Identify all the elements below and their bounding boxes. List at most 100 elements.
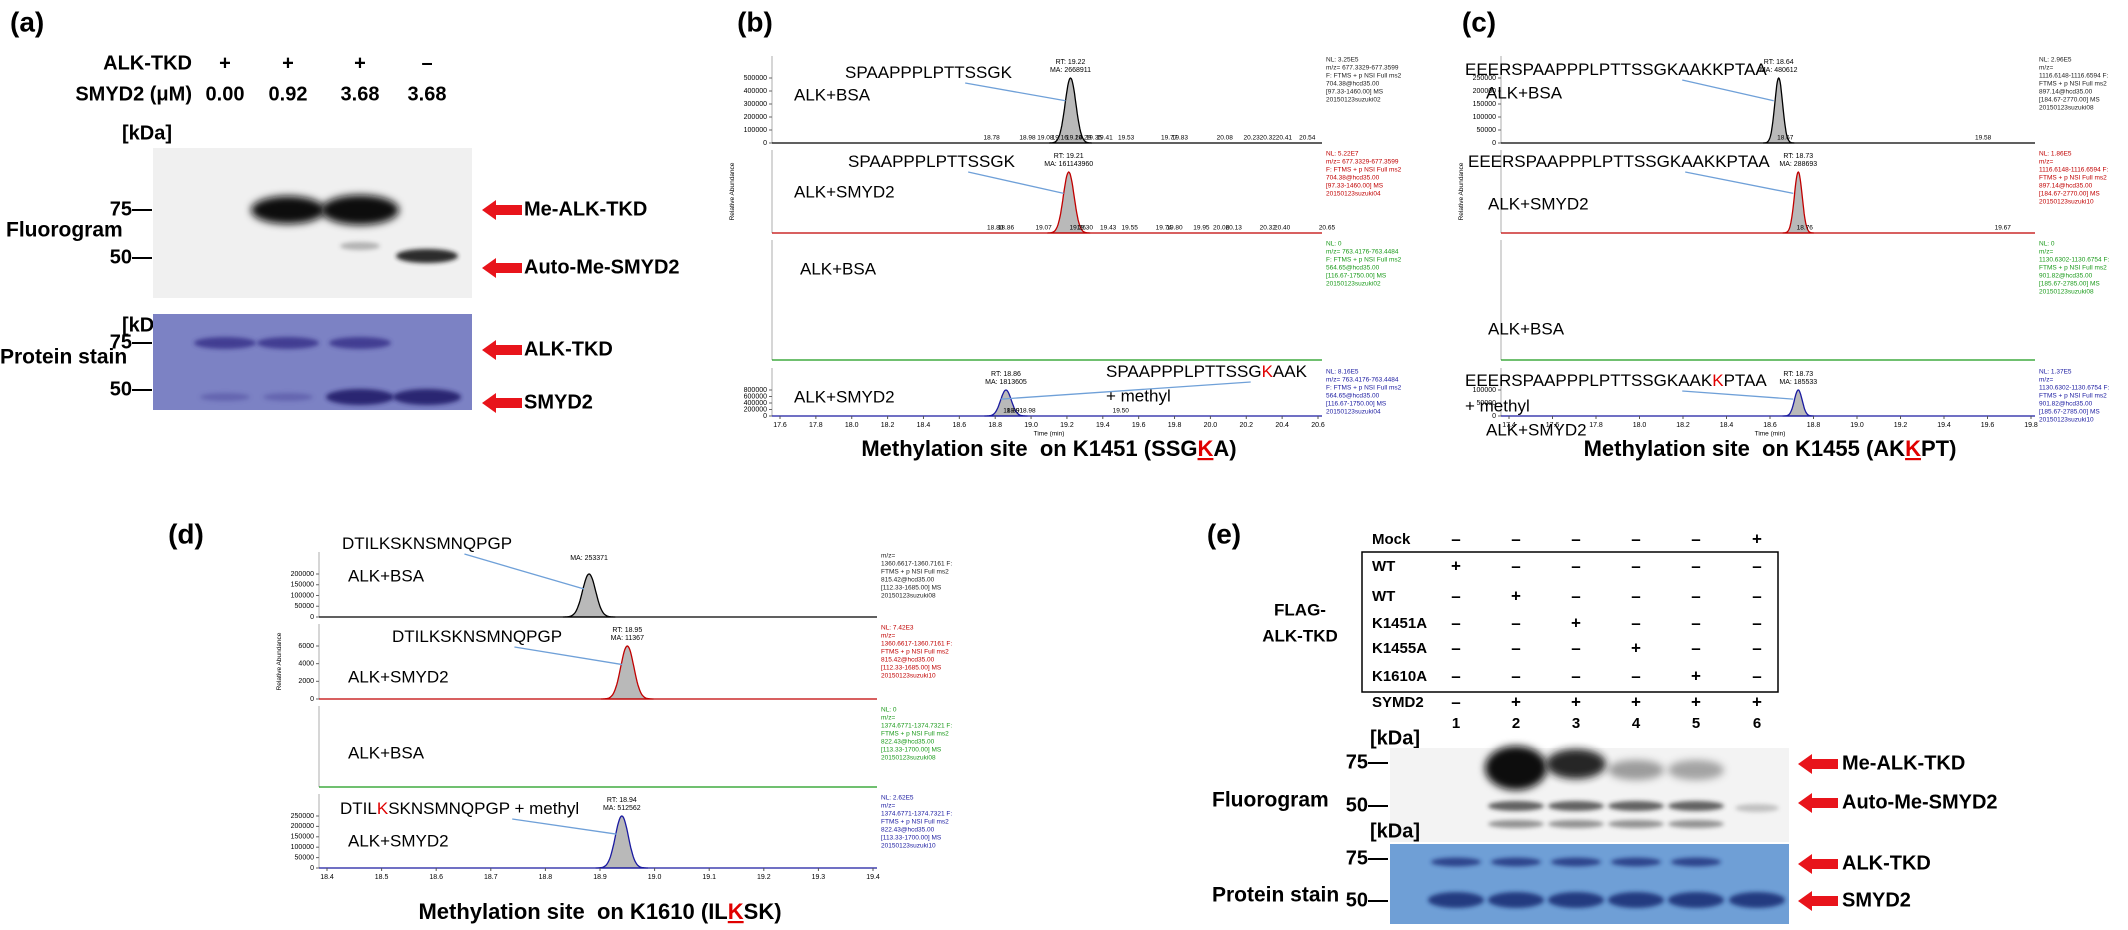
peptide: SPAAPPPLPTTSSGK: [845, 63, 1013, 82]
x-tick-label: 19.0: [1850, 422, 1864, 429]
x-tick-label: 19.1: [702, 874, 716, 881]
lane-mark: –: [1511, 638, 1520, 657]
row-name: WT: [1372, 558, 1395, 575]
scan-info: 1116.6148-1116.6594 F:: [2039, 73, 2108, 80]
x-tick-label: 18.7: [484, 874, 498, 881]
band: [1548, 801, 1604, 811]
pointer: [512, 818, 617, 835]
scan-info: 20150123suzuki04: [1326, 409, 1381, 416]
red-arrow: [1798, 793, 1838, 813]
scan-info: NL: 1.86E5: [2039, 151, 2072, 158]
x-tick-label: 18.6: [1763, 422, 1777, 429]
x-tick-label: 17.4: [1502, 422, 1516, 429]
peak-label: RT: 18.73: [1783, 371, 1813, 378]
x-tick-label: 20.6: [1311, 422, 1325, 429]
scan-info: m/z=: [2039, 377, 2053, 384]
minor-peak-label: 19.80: [1166, 225, 1183, 232]
condition: ALK+BSA: [1486, 83, 1563, 102]
peak-label: MA: 185533: [1779, 379, 1817, 386]
scan-info: [113.33-1700.00] MS: [881, 835, 942, 842]
title-part: Methylation site on K1610 (IL: [418, 899, 727, 924]
lane-mark: +: [1752, 529, 1762, 548]
red-arrow: [1798, 891, 1838, 911]
x-tick-label: 19.8: [2024, 422, 2038, 429]
band: [326, 389, 394, 405]
scan-info: NL: 0: [1326, 241, 1342, 248]
scan-info: 897.14@hcd35.00: [2039, 89, 2093, 96]
peptide: EEERSPAAPPPLPTTSSGKAAKKPTAA: [1468, 152, 1770, 171]
peptide-part: K: [377, 799, 389, 818]
blot-name: Fluorogram: [1212, 789, 1329, 812]
minor-peak-label: 18.78: [983, 135, 1000, 142]
marker: 50—: [1346, 889, 1388, 911]
x-tick-label: 19.0: [1024, 422, 1038, 429]
title-part: SK): [744, 899, 782, 924]
scan-info: 20150123suzuki10: [881, 843, 936, 850]
minor-peak-label: 18.91: [1007, 408, 1024, 415]
stain-blot: [1390, 844, 1789, 924]
y-tick-label: 250000: [1473, 75, 1496, 82]
peak-label: RT: 19.22: [1056, 59, 1086, 66]
lane-mark: –: [1631, 556, 1640, 575]
condition: ALK+SMYD2: [348, 831, 449, 850]
marker: 50—: [110, 378, 152, 400]
x-tick-label: 19.3: [812, 874, 826, 881]
y-tick-label: 50000: [295, 603, 315, 610]
minor-peak-label: 19.67: [1995, 225, 2012, 232]
y-tick-label: 100000: [1473, 387, 1496, 394]
scan-info: NL: 2.96E5: [2039, 57, 2072, 64]
band: [1488, 892, 1544, 908]
lane-mark: –: [1571, 529, 1580, 548]
y-tick-label: 600000: [744, 393, 767, 400]
band-name: Me-ALK-TKD: [524, 198, 647, 220]
minor-peak-label: 19.58: [1975, 135, 1992, 142]
scan-info: 822.43@hcd35.00: [881, 739, 935, 746]
minor-peak-label: 20.40: [1274, 225, 1291, 232]
lane-mark: +: [1511, 692, 1521, 711]
scan-info: 20150123suzuki08: [881, 593, 936, 600]
band-name: Auto-Me-SMYD2: [524, 256, 680, 278]
y-tick-label: 100000: [291, 592, 314, 599]
group-label: ALK-TKD: [1262, 626, 1338, 645]
condition: ALK+SMYD2: [348, 667, 449, 686]
y-tick-label: 250000: [291, 813, 314, 820]
x-tick-label: 18.6: [429, 874, 443, 881]
peptide: DTILKSKNSMNQPGP: [342, 534, 512, 553]
y-tick-label: 800000: [744, 387, 767, 394]
minor-peak-label: 19.53: [1118, 135, 1135, 142]
scan-info: m/z=: [2039, 249, 2053, 256]
scan-info: 20150123suzuki10: [881, 673, 936, 680]
y-tick-label: 50000: [295, 854, 315, 861]
peak: [1782, 171, 1814, 234]
lane-mark: –: [1451, 613, 1460, 632]
x-tick-label: 20.2: [1239, 422, 1253, 429]
pointer: [1685, 171, 1794, 194]
y-tick-label: 200000: [291, 571, 314, 578]
x-tick-label: 19.2: [757, 874, 771, 881]
lane-mark: +: [219, 52, 231, 74]
peak-label: MA: 288693: [1779, 161, 1817, 168]
lane-mark: –: [1571, 666, 1580, 685]
y-tick-label: 150000: [291, 834, 314, 841]
band: [1546, 749, 1606, 779]
band: [1729, 892, 1785, 908]
band: [396, 249, 458, 263]
band: [1551, 857, 1601, 867]
band: [1491, 857, 1541, 867]
scan-info: 815.42@hcd35.00: [881, 577, 935, 584]
y-axis-label: Relative Abundance: [729, 162, 736, 220]
x-tick-label: 17.6: [773, 422, 787, 429]
condition: ALK+BSA: [800, 259, 877, 278]
peak-label: RT: 19.21: [1054, 153, 1084, 160]
title-part: K: [728, 899, 744, 924]
row-name: K1451A: [1372, 615, 1427, 632]
x-tick-label: 19.2: [1060, 422, 1074, 429]
band: [1485, 746, 1547, 790]
lane-mark: –: [1451, 529, 1460, 548]
band-name: SMYD2: [524, 391, 593, 413]
band: [257, 337, 319, 349]
x-tick-label: 18.5: [375, 874, 389, 881]
scan-info: 1374.6771-1374.7321 F:: [881, 723, 952, 730]
x-tick-label: 19.2: [1894, 422, 1908, 429]
x-tick-label: 18.2: [1676, 422, 1690, 429]
